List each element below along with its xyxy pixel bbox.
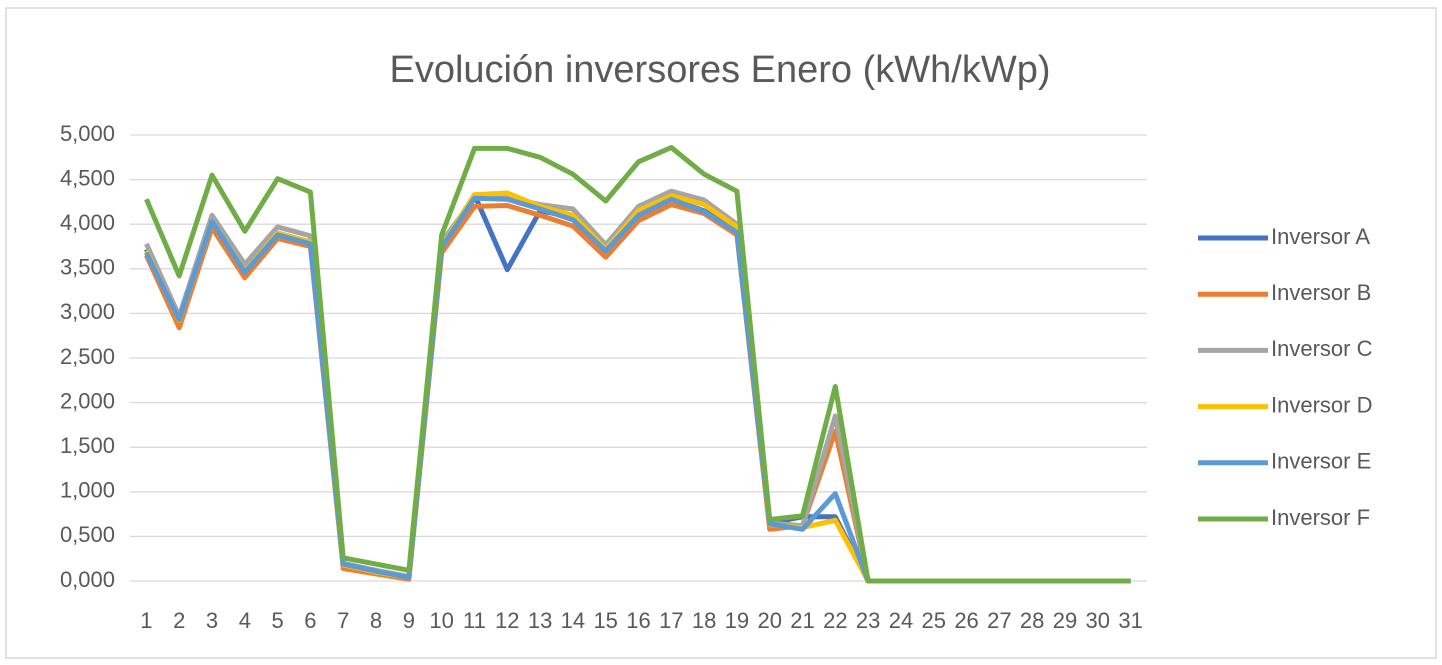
x-tick-label: 1 [140,608,152,633]
legend-label: Inversor C [1271,336,1373,361]
chart-title: Evolución inversores Enero (kWh/kWp) [390,49,1051,91]
x-tick-label: 21 [790,608,814,633]
y-tick-label: 0,500 [60,522,115,547]
x-tick-label: 25 [922,608,946,633]
x-tick-label: 18 [692,608,716,633]
x-tick-label: 6 [304,608,316,633]
x-tick-label: 9 [403,608,415,633]
x-tick-label: 13 [528,608,552,633]
legend-label: Inversor A [1271,224,1370,249]
x-tick-label: 4 [239,608,251,633]
x-tick-label: 30 [1086,608,1110,633]
x-tick-label: 27 [987,608,1011,633]
x-tick-label: 5 [272,608,284,633]
legend-label: Inversor B [1271,280,1371,305]
x-tick-label: 22 [823,608,847,633]
y-tick-label: 4,000 [60,210,115,235]
y-tick-label: 2,000 [60,388,115,413]
y-tick-label: 4,500 [60,165,115,190]
x-tick-label: 16 [626,608,650,633]
x-tick-label: 31 [1118,608,1142,633]
x-tick-label: 7 [337,608,349,633]
chart-frame [5,7,1437,659]
y-tick-label: 3,000 [60,299,115,324]
x-tick-label: 23 [856,608,880,633]
series-line [144,145,1131,584]
x-tick-label: 14 [561,608,585,633]
y-tick-label: 5,000 [60,121,115,146]
legend-label: Inversor F [1271,505,1370,530]
x-tick-label: 24 [889,608,913,633]
x-tick-label: 26 [954,608,978,633]
x-tick-label: 17 [659,608,683,633]
x-tick-label: 28 [1020,608,1044,633]
legend-label: Inversor E [1271,449,1371,474]
x-tick-label: 19 [725,608,749,633]
x-tick-label: 29 [1053,608,1077,633]
x-tick-label: 3 [206,608,218,633]
y-tick-label: 3,500 [60,255,115,280]
y-tick-label: 0,000 [60,567,115,592]
y-tick-label: 2,500 [60,344,115,369]
y-tick-label: 1,500 [60,433,115,458]
x-tick-label: 15 [593,608,617,633]
x-tick-label: 10 [429,608,453,633]
x-tick-label: 11 [463,608,486,633]
x-tick-label: 8 [370,608,382,633]
y-tick-label: 1,000 [60,478,115,503]
x-tick-label: 20 [757,608,781,633]
x-tick-label: 12 [495,608,519,633]
legend-label: Inversor D [1271,392,1372,417]
x-tick-label: 2 [173,608,185,633]
